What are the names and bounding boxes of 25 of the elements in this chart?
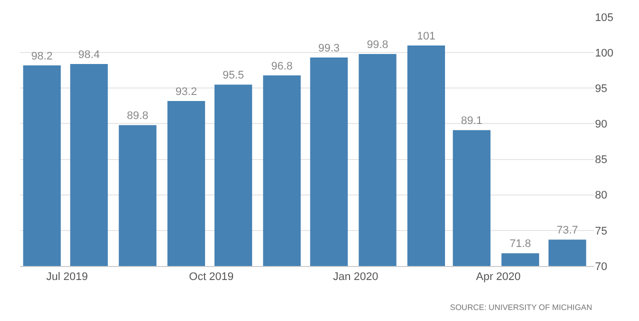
source-note: SOURCE: UNIVERSITY OF MICHIGAN <box>450 303 592 312</box>
y-tick-label: 105 <box>595 12 614 24</box>
y-tick-label: 90 <box>595 118 608 131</box>
data-label: 89.1 <box>460 115 482 128</box>
y-tick-label: 70 <box>595 260 608 273</box>
data-label: 98.2 <box>31 50 53 62</box>
x-tick-label: Jul 2019 <box>46 271 88 284</box>
x-tick-label: Apr 2020 <box>476 271 521 284</box>
y-tick-label: 100 <box>595 47 614 60</box>
data-label: 89.8 <box>126 110 148 122</box>
data-label: 95.5 <box>222 70 244 82</box>
y-tick-label: 75 <box>595 225 608 238</box>
data-label: 99.3 <box>318 42 340 55</box>
data-label: 99.8 <box>366 38 388 51</box>
data-label: 101 <box>417 30 436 42</box>
y-tick-label: 85 <box>595 154 608 166</box>
data-label: 96.8 <box>271 60 293 72</box>
x-tick-label: Oct 2019 <box>189 271 234 284</box>
data-label: 98.4 <box>78 48 100 61</box>
data-label: 71.8 <box>510 238 531 250</box>
y-tick-label: 80 <box>595 190 608 202</box>
x-tick-label: Jan 2020 <box>332 271 378 284</box>
data-label: 93.2 <box>176 86 197 98</box>
data-label: 73.7 <box>556 224 578 237</box>
y-tick-label: 95 <box>595 82 608 95</box>
